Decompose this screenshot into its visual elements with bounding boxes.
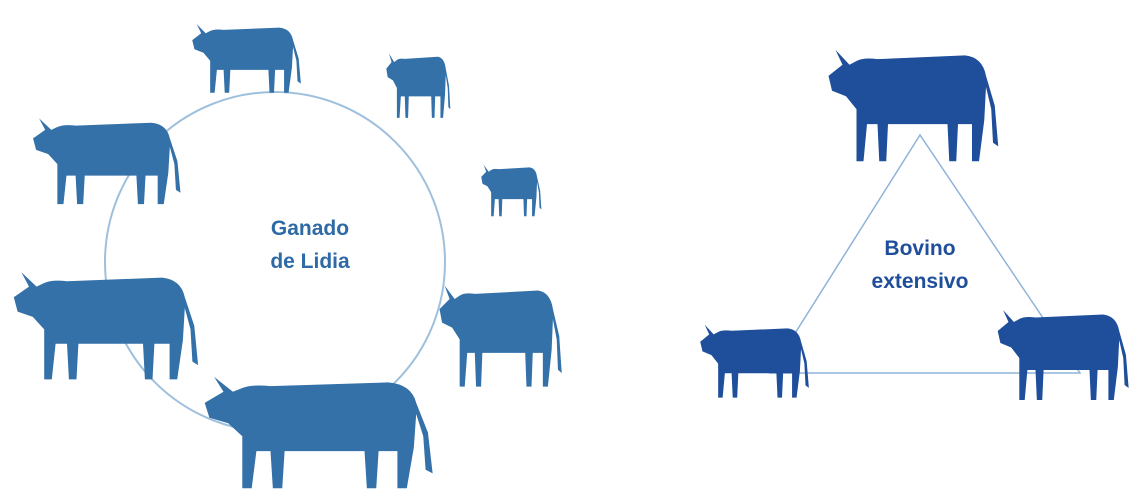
page: Ganado de Lidia Bovino extensivo (() => … [0,0,1132,495]
calf-silhouette [700,325,809,398]
cow-silhouette [440,285,562,386]
triangle-cattle [700,50,1128,400]
diagram: Ganado de Lidia Bovino extensivo [0,0,1132,495]
triangle-label: Bovino [884,237,955,260]
calf-silhouette [386,54,450,118]
calf-silhouette [998,310,1129,400]
bull-silhouette [192,24,301,93]
cycle-label: de Lidia [270,250,350,273]
bull-silhouette [14,272,198,379]
calf-silhouette [481,165,541,216]
cycle-label: Ganado [271,217,349,240]
bull-silhouette [33,118,180,204]
bull-silhouette [205,377,433,488]
triangle-label: extensivo [872,270,969,293]
